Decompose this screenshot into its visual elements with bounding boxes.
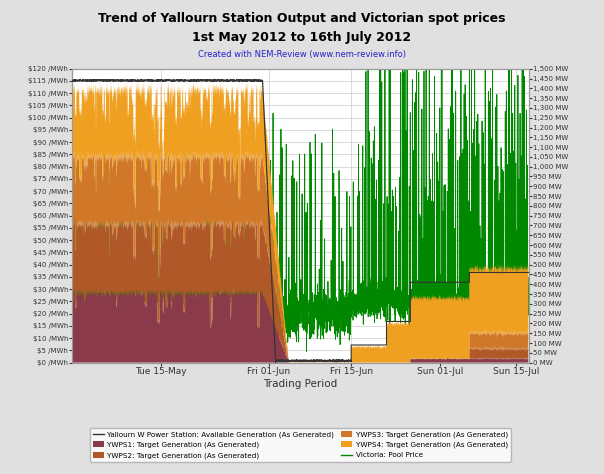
Legend: Yallourn W Power Station: Available Generation (As Generated), YWPS1: Target Gen: Yallourn W Power Station: Available Gene… <box>90 428 511 462</box>
Text: Trend of Yallourn Station Output and Victorian spot prices: Trend of Yallourn Station Output and Vic… <box>98 12 506 25</box>
Text: 1st May 2012 to 16th July 2012: 1st May 2012 to 16th July 2012 <box>193 31 411 44</box>
Text: Created with NEM-Review (www.nem-review.info): Created with NEM-Review (www.nem-review.… <box>198 50 406 59</box>
X-axis label: Trading Period: Trading Period <box>263 379 338 389</box>
